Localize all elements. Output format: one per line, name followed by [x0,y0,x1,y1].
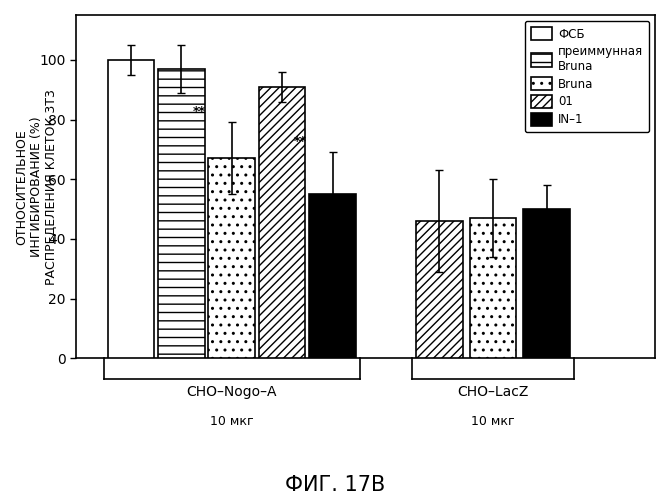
Bar [470,218,517,358]
Bar [107,60,154,358]
Bar [309,194,356,358]
Bar [158,68,204,358]
Text: СНО–LacZ: СНО–LacZ [458,386,529,400]
Bar [208,158,255,358]
Text: **: ** [293,135,306,148]
Bar [523,209,570,358]
Text: СНО–Nogo–A: СНО–Nogo–A [186,386,277,400]
Text: 10 мкг: 10 мкг [471,415,515,428]
Legend: ФСБ, преиммунная
Bruna, Bruna, 01, IN–1: ФСБ, преиммунная Bruna, Bruna, 01, IN–1 [525,21,649,132]
Text: ФИГ. 17В: ФИГ. 17В [285,475,385,495]
Text: 10 мкг: 10 мкг [210,415,253,428]
Y-axis label: ОТНОСИТЕЛЬНОЕ
ИНГИБИРОВАНИЕ (%)
РАСПРЕДЕЛЕНИЯ КЛЕТОК 3Т3: ОТНОСИТЕЛЬНОЕ ИНГИБИРОВАНИЕ (%) РАСПРЕДЕ… [15,89,58,284]
Text: **: ** [192,105,206,118]
Bar [259,86,306,358]
Bar [416,221,463,358]
